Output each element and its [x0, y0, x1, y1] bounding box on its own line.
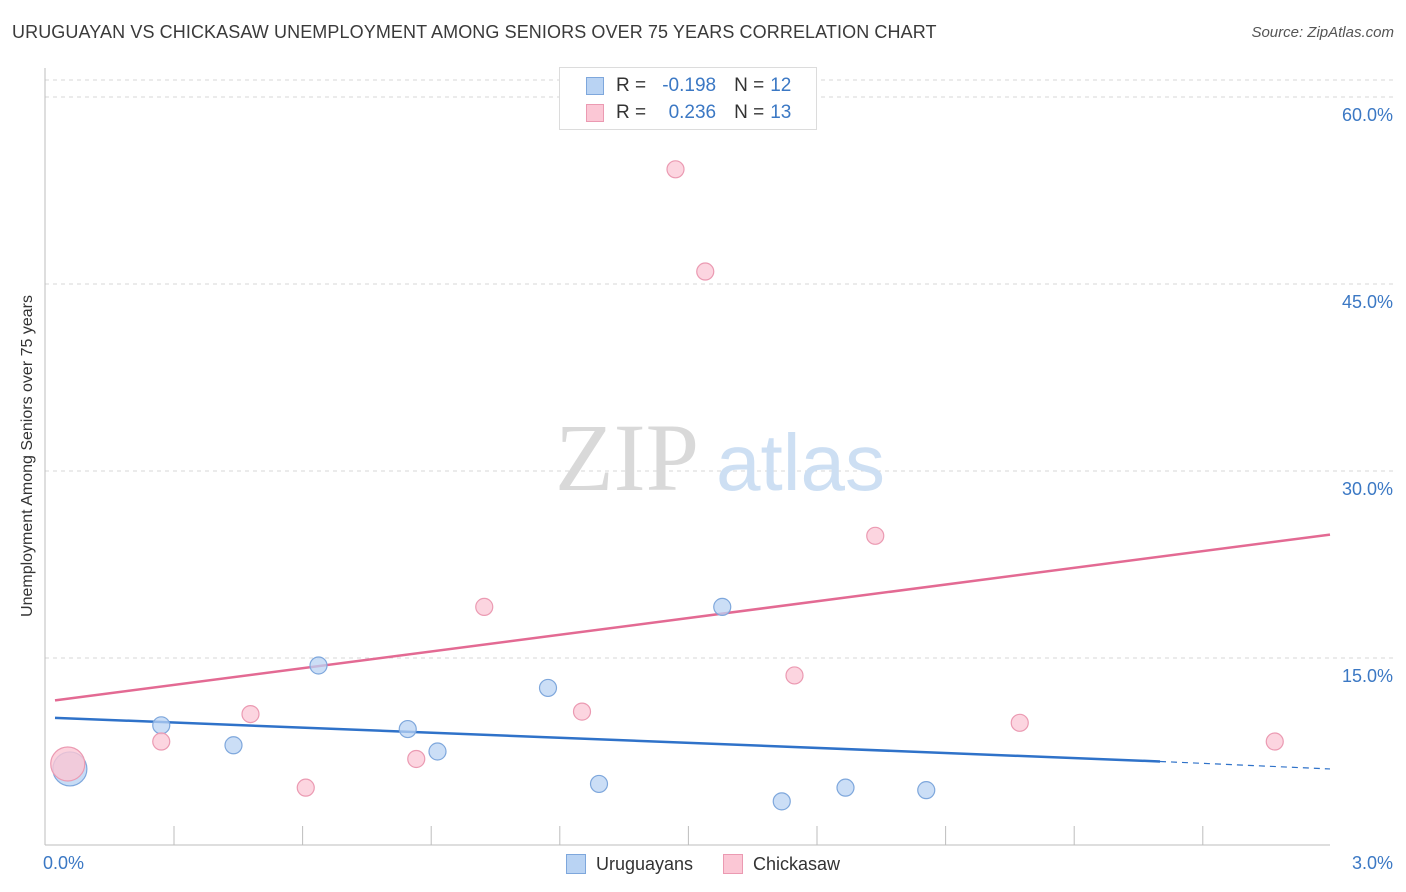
point-uruguayans — [398, 719, 417, 739]
trend-lines — [54, 533, 1331, 770]
series-swatch-chickasaw — [723, 854, 744, 874]
point-uruguayans — [224, 736, 243, 755]
y-tick-label: 30.0% — [1342, 479, 1393, 499]
point-chickasaw — [152, 732, 171, 751]
legend-row-chickasaw: R = 0.236 N = 13 — [586, 101, 791, 125]
correlation-legend: R = -0.198 N = 12 R = 0.236 N = 13 — [559, 67, 817, 130]
legend-swatch-uruguayans — [586, 77, 604, 95]
series-legend-uruguayans[interactable]: Uruguayans — [565, 853, 694, 875]
watermark-zip: ZIP — [555, 404, 699, 511]
point-uruguayans — [309, 656, 328, 675]
legend-r-value: -0.198 — [662, 75, 717, 96]
point-chickasaw — [296, 778, 315, 797]
trend-line-chickasaw — [54, 533, 1331, 702]
point-uruguayans — [836, 778, 855, 797]
point-chickasaw — [50, 746, 86, 782]
point-chickasaw — [475, 597, 494, 616]
trend-line-uruguayans — [54, 716, 1161, 763]
point-uruguayans — [428, 742, 447, 761]
series-swatch-uruguayans — [565, 854, 586, 874]
legend-swatch-chickasaw — [586, 104, 604, 122]
legend-row-uruguayans: R = -0.198 N = 12 — [586, 74, 791, 98]
data-points — [50, 160, 1284, 811]
point-chickasaw — [785, 666, 804, 685]
y-tick-label: 45.0% — [1342, 292, 1393, 312]
point-chickasaw — [241, 704, 260, 724]
gridlines — [45, 79, 1395, 659]
watermark: ZIP atlas — [555, 404, 885, 511]
series-label-uruguayans: Uruguayans — [595, 853, 694, 874]
tick-labels: 15.0% 30.0% 45.0% 60.0% 0.0% 3.0% — [43, 105, 1393, 873]
y-tick-label: 60.0% — [1342, 105, 1393, 125]
point-chickasaw — [407, 749, 426, 769]
chart-title: URUGUAYAN VS CHICKASAW UNEMPLOYMENT AMON… — [12, 22, 937, 42]
legend-r-value: 0.236 — [668, 102, 717, 123]
legend-n-value: 12 — [770, 75, 792, 96]
point-uruguayans — [772, 792, 791, 811]
point-chickasaw — [1010, 713, 1029, 732]
point-chickasaw — [666, 160, 685, 179]
trend-line-uruguayans-extrapolated — [1159, 760, 1331, 770]
point-chickasaw — [1265, 732, 1284, 751]
legend-r-label: R = — [616, 75, 647, 96]
point-uruguayans — [152, 716, 171, 735]
series-legend: Uruguayans Chickasaw — [0, 852, 1406, 876]
point-chickasaw — [866, 526, 885, 545]
point-uruguayans — [917, 781, 936, 800]
axes — [44, 68, 1330, 846]
watermark-atlas: atlas — [716, 418, 885, 507]
legend-n-label: N = — [734, 102, 765, 123]
point-uruguayans — [538, 678, 558, 698]
point-chickasaw — [572, 702, 592, 721]
point-uruguayans — [713, 597, 732, 616]
legend-r-label: R = — [616, 102, 647, 123]
point-uruguayans — [589, 774, 609, 794]
x-tick-label-max: 3.0% — [1352, 853, 1393, 873]
y-axis-label: Unemployment Among Seniors over 75 years — [19, 295, 36, 617]
y-tick-label: 15.0% — [1342, 666, 1393, 686]
x-tick-label-min: 0.0% — [43, 853, 84, 873]
legend-n-label: N = — [734, 75, 765, 96]
series-label-chickasaw: Chickasaw — [753, 853, 841, 874]
series-legend-chickasaw[interactable]: Chickasaw — [723, 854, 840, 875]
legend-n-value: 13 — [770, 102, 792, 123]
source-label: Source: ZipAtlas.com — [1251, 24, 1394, 41]
point-chickasaw — [696, 262, 715, 281]
